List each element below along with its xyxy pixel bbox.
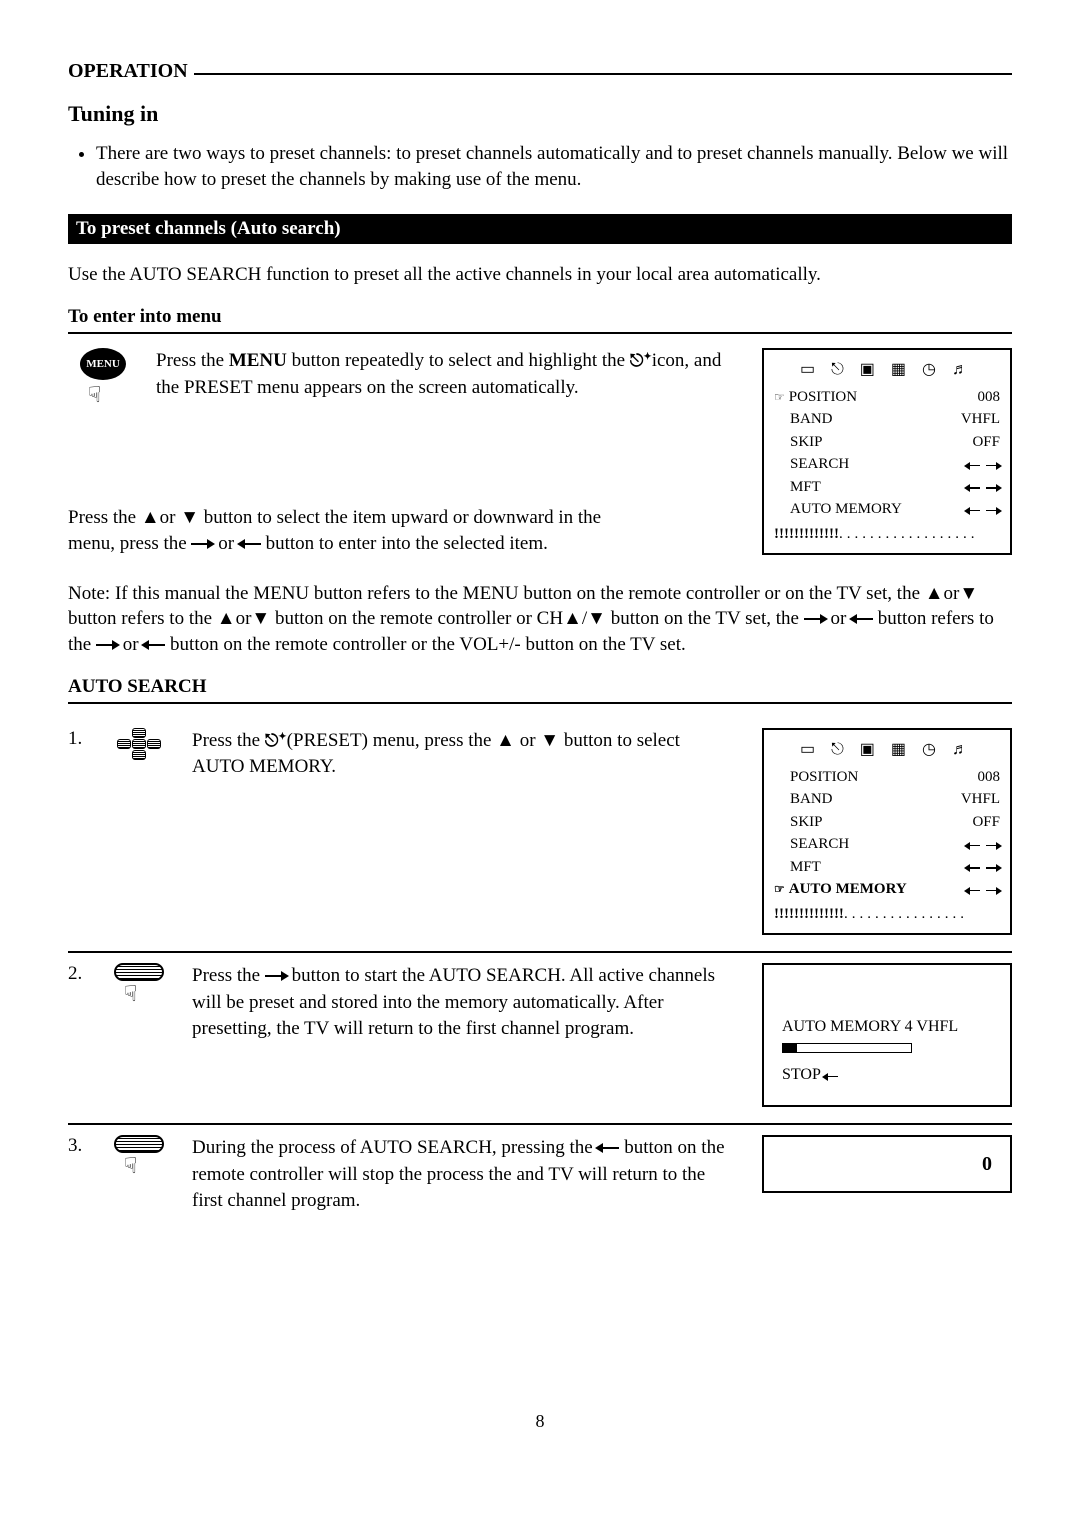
osd-auto-line: AUTO MEMORY 4 VHFL [782, 1015, 992, 1039]
menu-word: MENU [229, 350, 287, 371]
osd-val: OFF [972, 811, 1000, 834]
arrows-icon [966, 833, 1000, 856]
hand-icon: ☟ [124, 1155, 154, 1177]
osd-val: OFF [972, 431, 1000, 454]
arrow-left-icon [239, 543, 261, 545]
preset-icon: ⎋✦ [265, 731, 287, 750]
intro-list: There are two ways to preset channels: t… [68, 141, 1012, 192]
arrows-icon [966, 498, 1000, 521]
auto-search-heading: AUTO SEARCH [68, 676, 1012, 704]
arrows-icon [966, 878, 1000, 901]
osd-top-icons: ▭ ⎋ ▣ ▦ ◷ ♬ [774, 358, 1000, 382]
progress-bar [782, 1043, 912, 1053]
t: Press the [156, 350, 229, 371]
step-2: 2. ☟ Press the button to start the AUTO … [68, 953, 1012, 1125]
osd-label: BAND [774, 408, 833, 431]
osd-label: BAND [774, 788, 833, 811]
step-text: During the process of AUTO SEARCH, press… [192, 1135, 744, 1215]
pointer-icon: ☞ [774, 880, 785, 898]
osd-label: SKIP [774, 431, 823, 454]
note-text: Note: If this manual the MENU button ref… [68, 581, 1012, 658]
step-number: 2. [68, 963, 86, 1107]
osd-bar: !!!!!!!!!!!!!!................ [774, 903, 1000, 926]
remote-button-icon: ☟ [104, 963, 174, 1107]
section-header: OPERATION [68, 60, 1012, 83]
remote-button-icon: ☟ [104, 1135, 174, 1215]
step-1: 1. Press the ⎋✦(PRESET) menu, press the … [68, 718, 1012, 954]
osd-label: POSITION [789, 386, 857, 409]
osd-stop: STOP [782, 1063, 992, 1087]
arrow-right-icon [191, 543, 213, 545]
osd-val: VHFL [961, 408, 1000, 431]
osd-bar: !!!!!!!!!!!!!.................. [774, 523, 1000, 546]
osd-label: SEARCH [774, 453, 849, 476]
t: button repeatedly to select and highligh… [287, 350, 630, 371]
osd-label: MFT [774, 476, 821, 499]
osd-label: AUTO MEMORY [789, 878, 907, 901]
updown-text: Press the ▲or ▼ button to select the ite… [68, 505, 628, 556]
osd-channel: 0 [762, 1135, 1012, 1193]
arrows-icon [966, 453, 1000, 476]
arrow-left-icon [143, 644, 165, 646]
arrow-left-icon [824, 1076, 838, 1078]
subsection-title: Tuning in [68, 101, 1012, 127]
arrows-icon [966, 476, 1000, 499]
arrow-right-icon [804, 618, 826, 620]
osd-val: 008 [978, 386, 1001, 409]
osd-screen-1: ▭ ⎋ ▣ ▦ ◷ ♬ ☞ POSITION 008 BAND VHFL SKIP O… [762, 348, 1012, 556]
step-text: Press the ⎋✦(PRESET) menu, press the ▲ o… [192, 728, 744, 936]
step-text: Press the button to start the AUTO SEARC… [192, 963, 744, 1107]
osd-val: VHFL [961, 788, 1000, 811]
section-title: OPERATION [68, 60, 188, 83]
arrow-right-icon [265, 975, 287, 977]
pointer-icon: ☞ [774, 388, 785, 406]
hand-icon: ☟ [124, 983, 154, 1005]
arrow-left-icon [597, 1147, 619, 1149]
remote-nav-icon [104, 728, 174, 936]
osd-label: MFT [774, 856, 821, 879]
hand-icon: ☟ [88, 384, 118, 406]
intro-text: There are two ways to preset channels: t… [96, 141, 1012, 192]
divider [194, 73, 1012, 75]
step-3: 3. ☟ During the process of AUTO SEARCH, … [68, 1125, 1012, 1231]
osd-label: SKIP [774, 811, 823, 834]
osd-val: 008 [978, 766, 1001, 789]
arrows-icon [966, 856, 1000, 879]
osd-label: POSITION [774, 766, 858, 789]
osd-top-icons: ▭ ⎋ ▣ ▦ ◷ ♬ [774, 738, 1000, 762]
enter-menu-heading: To enter into menu [68, 306, 1012, 334]
step-number: 3. [68, 1135, 86, 1215]
osd-label: SEARCH [774, 833, 849, 856]
menu-icon: MENU [80, 348, 126, 380]
black-bar-heading: To preset channels (Auto search) [68, 214, 1012, 244]
osd-label: AUTO MEMORY [774, 498, 902, 521]
page-number: 8 [68, 1411, 1012, 1432]
osd-screen-3: AUTO MEMORY 4 VHFL STOP [762, 963, 1012, 1107]
arrow-left-icon [851, 618, 873, 620]
preset-icon: ⎋✦ [630, 351, 652, 370]
osd-screen-2: ▭ ⎋ ▣ ▦ ◷ ♬ POSITION 008 BAND VHFL SKIP OFF… [762, 728, 1012, 936]
osd-screen-4: 0 [762, 1135, 1012, 1215]
arrow-right-icon [96, 644, 118, 646]
use-auto-text: Use the AUTO SEARCH function to preset a… [68, 262, 1012, 288]
step-number: 1. [68, 728, 86, 936]
